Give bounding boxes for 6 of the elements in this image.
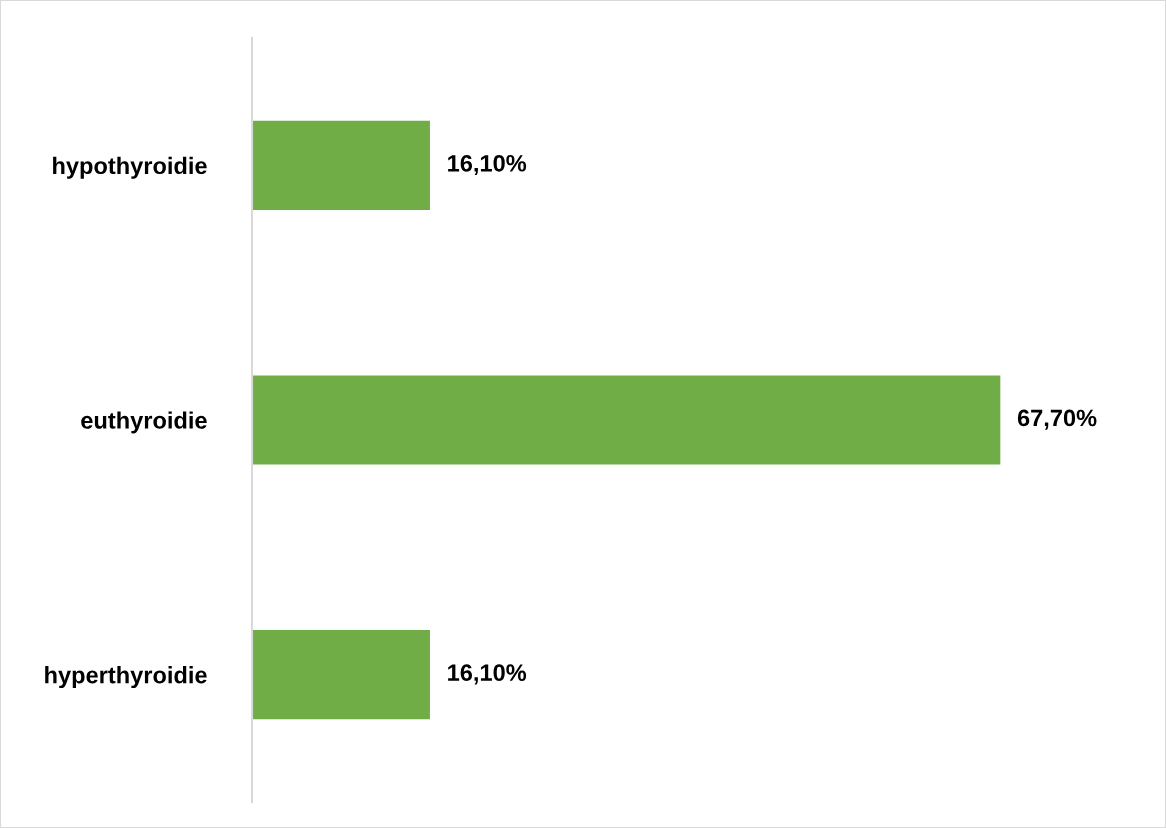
data-label: 16,10% <box>448 664 527 685</box>
y-tick-label: euthyroidie <box>81 411 207 434</box>
y-tick-label: hyperthyroidie <box>45 666 207 689</box>
data-label: 67,70% <box>1017 409 1097 430</box>
data-label: 16,10% <box>448 154 527 176</box>
y-tick-label: hypothyroidie <box>53 156 207 179</box>
